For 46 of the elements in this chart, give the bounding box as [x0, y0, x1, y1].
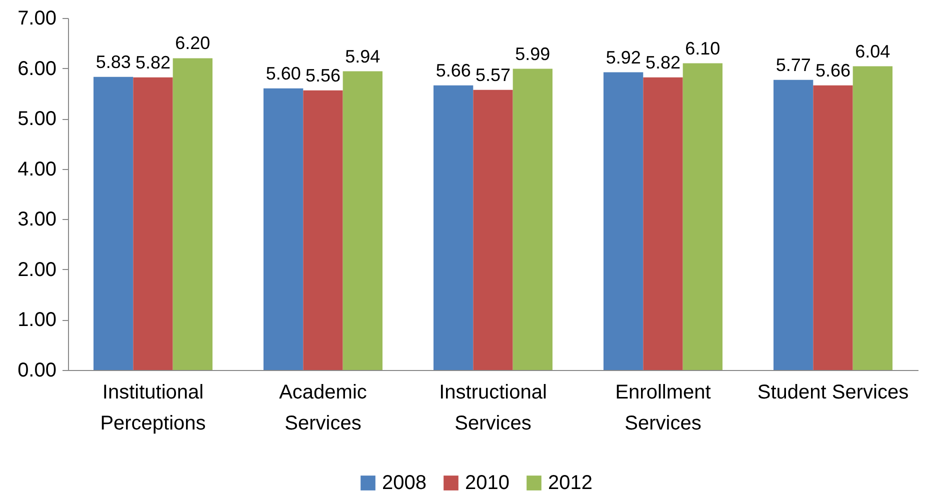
y-tick-label: 4.00 [18, 158, 56, 180]
data-label: 5.94 [345, 46, 380, 66]
data-label: 5.66 [436, 60, 471, 80]
bar [604, 72, 644, 370]
legend-label: 2010 [465, 472, 510, 494]
bar [434, 85, 474, 370]
bar [264, 88, 304, 370]
data-label: 5.57 [475, 64, 511, 85]
bar [133, 77, 173, 370]
bar [473, 90, 513, 370]
y-tick-label: 6.00 [18, 58, 56, 80]
data-label: 5.82 [135, 52, 171, 72]
y-tick-label: 7.00 [18, 8, 56, 30]
data-label: 5.77 [776, 54, 811, 75]
x-tick-label: Institutional Perceptions [100, 382, 206, 434]
legend-label: 2008 [382, 472, 426, 494]
bar [512, 68, 552, 370]
data-label: 5.56 [305, 65, 341, 86]
data-label: 6.10 [685, 38, 720, 58]
bar [774, 80, 814, 370]
y-tick-label: 0.00 [18, 360, 56, 382]
y-tick-label: 1.00 [18, 309, 56, 332]
data-label: 5.66 [815, 60, 851, 80]
y-tick-label: 2.00 [18, 258, 56, 281]
bar [303, 90, 343, 370]
data-label: 5.99 [515, 44, 550, 64]
y-tick-label: 3.00 [18, 208, 56, 231]
bar [94, 76, 134, 370]
data-label: 5.83 [96, 52, 131, 72]
data-label: 6.04 [855, 41, 890, 62]
x-tick-label: Student Services [757, 382, 909, 404]
bar [643, 77, 683, 370]
bar [172, 58, 212, 370]
data-label: 5.60 [266, 63, 301, 84]
bar [342, 71, 382, 370]
x-tick-label: Instructional Services [439, 382, 547, 434]
bar [852, 66, 892, 370]
x-tick-label: Enrollment Services [615, 382, 712, 434]
bar [813, 85, 853, 370]
y-tick-label: 5.00 [18, 108, 56, 130]
bar [682, 63, 722, 370]
x-tick-label: Academic Services [279, 382, 367, 434]
data-label: 5.92 [606, 47, 641, 68]
data-label: 5.82 [645, 52, 681, 72]
data-label: 6.20 [175, 33, 210, 54]
legend-label: 2012 [548, 472, 592, 494]
